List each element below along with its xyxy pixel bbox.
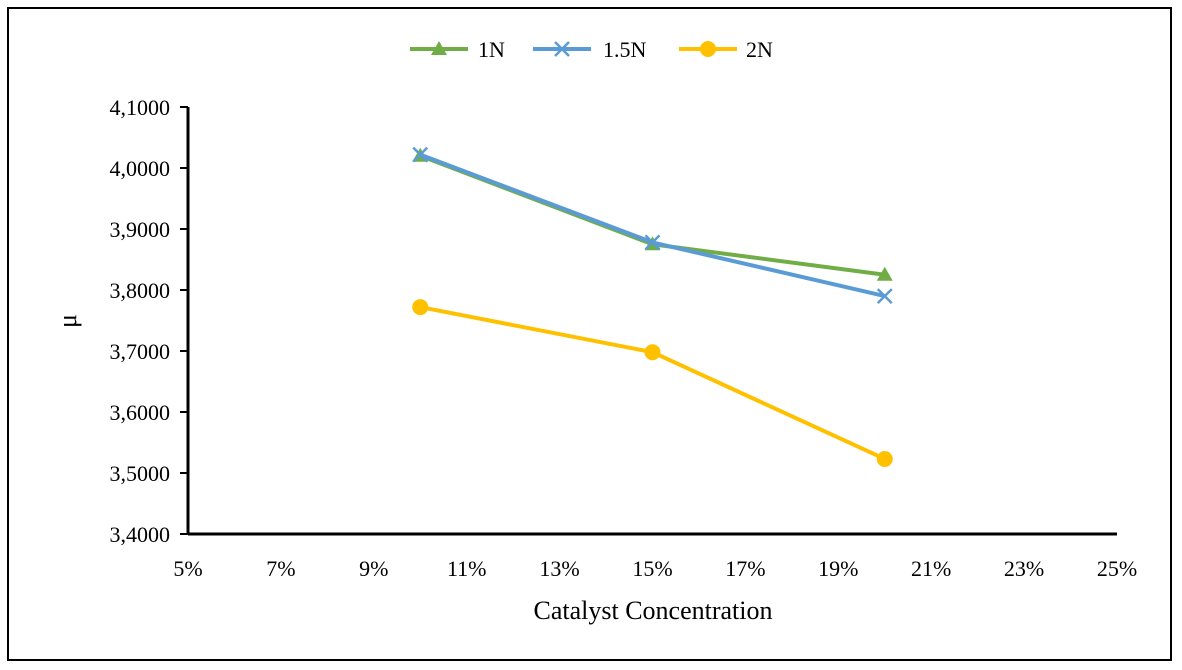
data-point-1n xyxy=(876,266,893,281)
x-tick-label: 25% xyxy=(1097,556,1137,581)
y-tick-label: 3,4000 xyxy=(110,522,171,547)
chart-frame xyxy=(7,7,1172,661)
x-tick-label: 23% xyxy=(1004,556,1044,581)
y-tick-label: 4,0000 xyxy=(110,156,171,181)
legend-marker-2n xyxy=(700,41,716,57)
y-tick-label: 3,9000 xyxy=(110,217,171,242)
y-tick-label: 3,6000 xyxy=(110,400,171,425)
x-tick-label: 9% xyxy=(359,556,388,581)
x-tick-label: 17% xyxy=(725,556,765,581)
legend-label-1-5n: 1.5N xyxy=(603,37,647,62)
x-tick-label: 21% xyxy=(911,556,951,581)
legend-marker-1n xyxy=(431,41,447,55)
legend-marker-1-5n xyxy=(554,41,570,57)
series-line-1-5n xyxy=(419,152,886,299)
data-point-2n xyxy=(412,299,429,316)
series-line-1n xyxy=(419,153,886,277)
x-tick-label: 19% xyxy=(818,556,858,581)
y-tick-label: 4,1000 xyxy=(110,95,171,120)
data-point-2n xyxy=(644,344,661,361)
y-axis-title: μ xyxy=(53,314,82,328)
x-tick-label: 11% xyxy=(447,556,487,581)
data-point-1-5n xyxy=(412,146,429,163)
x-tick-label: 7% xyxy=(266,556,295,581)
x-axis-title: Catalyst Concentration xyxy=(533,596,772,625)
x-tick-label: 15% xyxy=(632,556,672,581)
series-line-2n xyxy=(419,305,886,461)
legend-label-1n: 1N xyxy=(478,37,505,62)
data-point-1-5n xyxy=(644,234,661,251)
y-tick-label: 3,7000 xyxy=(110,339,171,364)
x-tick-label: 13% xyxy=(539,556,579,581)
y-tick-label: 3,5000 xyxy=(110,461,171,486)
data-point-1-5n xyxy=(876,288,893,304)
y-tick-label: 3,8000 xyxy=(110,278,171,303)
legend-label-2n: 2N xyxy=(746,37,773,62)
x-tick-label: 5% xyxy=(173,556,202,581)
data-point-2n xyxy=(876,450,893,467)
